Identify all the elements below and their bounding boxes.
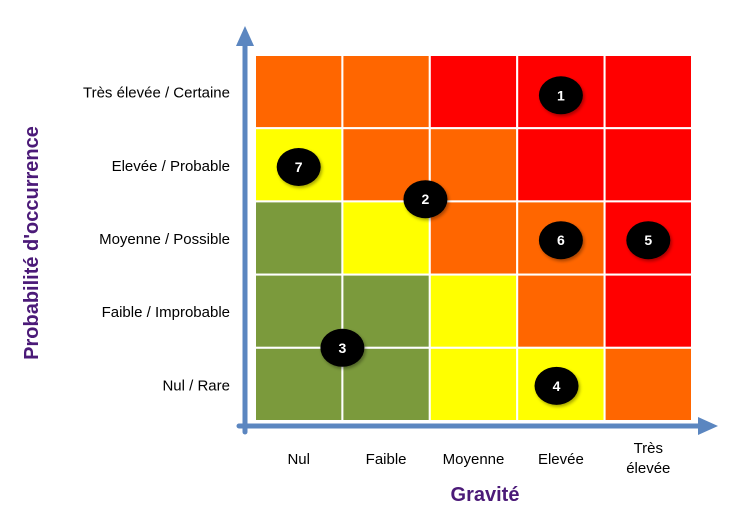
- matrix-cell-r1-c2: [341, 54, 431, 130]
- risk-marker-number: 1: [557, 87, 565, 103]
- risk-marker-1: 1: [538, 76, 583, 115]
- matrix-cell-r2-c5: [603, 127, 693, 203]
- risk-marker-number: 3: [339, 340, 347, 356]
- x-label-5-line-1: Très: [634, 440, 663, 457]
- x-label-4: Elevée: [538, 451, 584, 468]
- risk-marker-circle: [320, 328, 365, 367]
- y-label-2: Elevée / Probable: [112, 158, 230, 175]
- risk-marker-number: 7: [295, 159, 303, 175]
- y-axis-title: Probabilité d'occurrence: [21, 126, 43, 360]
- risk-marker-circle: [276, 147, 321, 186]
- risk-marker-circle: [626, 221, 671, 260]
- risk-marker-3: 3: [320, 328, 365, 367]
- y-label-3: Moyenne / Possible: [99, 231, 230, 248]
- matrix-cell-r1-c1: [254, 54, 344, 130]
- x-label-2: Faible: [366, 451, 407, 468]
- x-axis-arrowhead: [698, 417, 718, 435]
- y-tick-labels: Très élevée / Certaine Elevée / Probable M…: [83, 85, 230, 395]
- risk-marker-number: 2: [422, 191, 430, 207]
- matrix-cell-r2-c3: [428, 127, 519, 203]
- risk-marker-5: 5: [626, 221, 671, 260]
- matrix-cell-r3-c3: [428, 200, 519, 276]
- y-label-5: Nul / Rare: [162, 377, 230, 394]
- matrix-grid: [254, 54, 693, 422]
- x-label-5-line-2: élevée: [626, 460, 670, 477]
- matrix-cell-r1-c3: [428, 54, 519, 130]
- matrix-cell-r5-c3: [428, 346, 519, 422]
- matrix-cell-r3-c4: [516, 200, 606, 276]
- risk-marker-circle: [538, 76, 583, 115]
- risk-marker-6: 6: [538, 221, 583, 260]
- x-label-3: Moyenne: [443, 451, 505, 468]
- risk-marker-7: 7: [276, 147, 321, 186]
- risk-marker-circle: [534, 366, 579, 405]
- risk-marker-number: 5: [644, 232, 652, 248]
- x-axis-title: Gravité: [451, 484, 520, 506]
- matrix-cell-r4-c4: [516, 273, 606, 349]
- risk-marker-circle: [403, 180, 448, 219]
- y-label-4: Faible / Improbable: [102, 304, 230, 321]
- matrix-cell-r3-c1: [254, 200, 344, 276]
- risk-marker-number: 4: [553, 378, 561, 394]
- risk-marker-2: 2: [403, 180, 448, 219]
- y-label-1: Très élevée / Certaine: [83, 85, 230, 102]
- risk-markers: 1 2 3 4 5 6 7: [276, 76, 671, 405]
- matrix-cell-r4-c3: [428, 273, 519, 349]
- matrix-cell-r2-c4: [516, 127, 606, 203]
- x-tick-labels: Nul Faible Moyenne Elevée Très élevée: [287, 440, 670, 477]
- risk-marker-circle: [538, 221, 583, 260]
- matrix-cell-r4-c5: [603, 273, 693, 349]
- axes: [236, 26, 718, 435]
- matrix-cell-r5-c5: [603, 346, 693, 422]
- matrix-cell-r1-c5: [603, 54, 693, 130]
- x-label-1: Nul: [287, 451, 310, 468]
- y-axis-arrowhead: [236, 26, 254, 46]
- risk-marker-number: 6: [557, 232, 565, 248]
- risk-marker-4: 4: [534, 366, 579, 405]
